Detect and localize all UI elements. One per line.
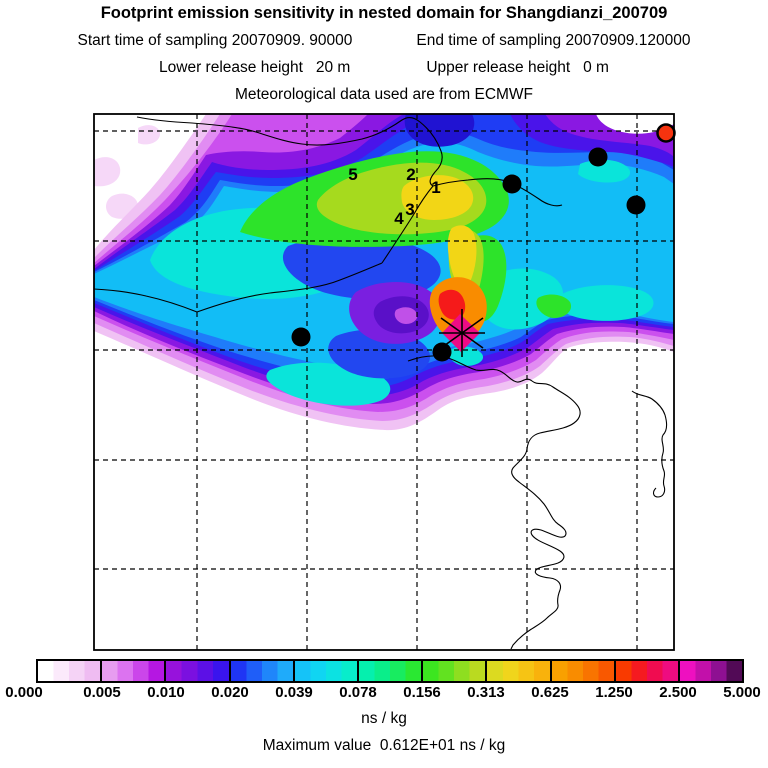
start-time-text: Start time of sampling 20070909. 90000 — [77, 32, 353, 49]
release-heights-line: Lower release height 20 m Upper release h… — [0, 59, 768, 77]
colorbar-tick-label: 0.078 — [339, 684, 377, 701]
colorbar-tick-label: 0.020 — [211, 684, 249, 701]
colorbar-segment — [677, 661, 743, 681]
site-number-label: 2 — [406, 165, 415, 184]
plume-layer — [394, 307, 418, 324]
lower-release-text: Lower release height 20 m — [159, 59, 351, 76]
colorbar-segment — [549, 661, 614, 681]
site-number-label: 1 — [431, 178, 440, 197]
site-number-label: 3 — [405, 200, 414, 219]
plume-layer — [596, 114, 674, 134]
colorbar-tick-label: 2.500 — [659, 684, 697, 701]
colorbar-segment — [292, 661, 357, 681]
colorbar-tick-label: 0.313 — [467, 684, 505, 701]
colorbar-tick-label: 0.039 — [275, 684, 313, 701]
end-time-text: End time of sampling 20070909.120000 — [416, 32, 691, 49]
border-line — [94, 262, 383, 313]
colorbar-unit: ns / kg — [361, 710, 407, 727]
colorbar-segment — [228, 661, 293, 681]
plume-layer — [240, 151, 572, 322]
highlight-station-dot — [656, 123, 676, 143]
colorbar-tick-label: 0.010 — [147, 684, 185, 701]
colorbar-segment — [356, 661, 422, 681]
border-line — [381, 185, 434, 264]
station-dot — [432, 342, 452, 362]
station-dot — [291, 327, 311, 347]
site-number-label: 4 — [394, 209, 404, 228]
upper-release-text: Upper release height 0 m — [426, 59, 609, 76]
plume-layer — [438, 289, 466, 320]
sampling-times-line: Start time of sampling 20070909. 90000 En… — [0, 32, 768, 50]
plume-layer — [404, 114, 475, 147]
station-dot — [626, 195, 646, 215]
colorbar-tick-label: 5.000 — [723, 684, 761, 701]
max-value-text: Maximum value 0.612E+01 ns / kg — [262, 737, 506, 754]
site-number-label: 5 — [348, 165, 357, 184]
colorbar-segment — [421, 661, 486, 681]
colorbar — [36, 659, 744, 683]
station-dot — [588, 147, 608, 167]
colorbar-tick-label: 0.156 — [403, 684, 441, 701]
colorbar-tick-label: 0.625 — [531, 684, 569, 701]
colorbar-tick-label: 1.250 — [595, 684, 633, 701]
colorbar-segment — [613, 661, 678, 681]
colorbar-tick-label: 0.000 — [5, 684, 43, 701]
coastline — [407, 355, 581, 650]
plume-contours — [94, 114, 674, 431]
source-marker — [439, 309, 485, 357]
map-border — [93, 113, 675, 651]
colorbar-segment — [485, 661, 550, 681]
plume-layer — [94, 125, 160, 219]
coastline — [631, 390, 668, 498]
colorbar-tick-label: 0.005 — [83, 684, 121, 701]
colorbar-segment — [100, 661, 165, 681]
station-dot — [502, 174, 522, 194]
page-title: Footprint emission sensitivity in nested… — [100, 4, 668, 22]
colorbar-segment — [38, 661, 101, 681]
met-source-text: Meteorological data used are from ECMWF — [234, 86, 534, 103]
colorbar-segment — [164, 661, 229, 681]
